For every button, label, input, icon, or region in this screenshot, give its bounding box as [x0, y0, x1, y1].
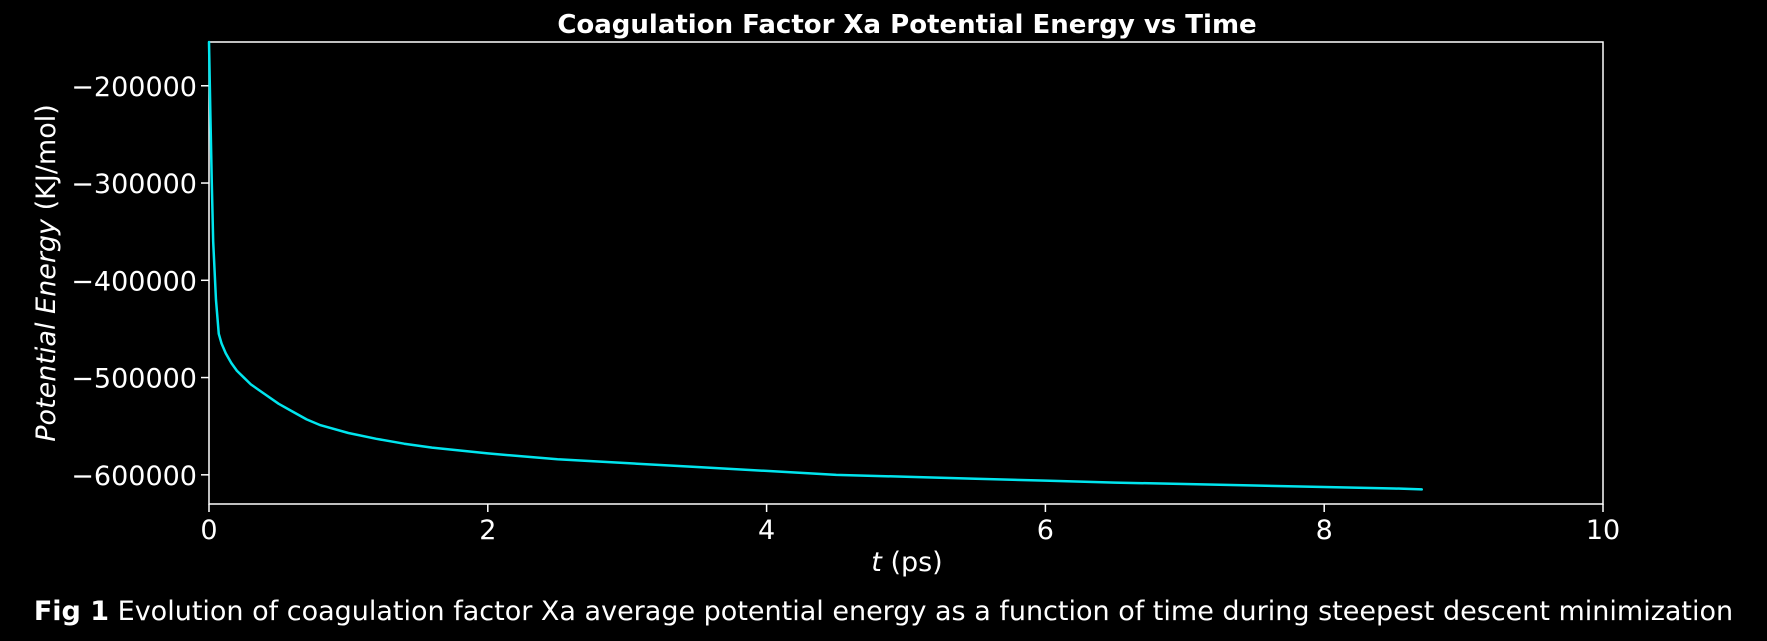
x-tick-label: 6 [1037, 515, 1054, 546]
figure-caption-text: Evolution of coagulation factor Xa avera… [109, 596, 1734, 627]
figure-caption: Fig 1 Evolution of coagulation factor Xa… [0, 592, 1767, 632]
y-axis-label: Potential Energy (KJ/mol) [31, 104, 62, 442]
x-axis-ticks: 0 2 4 6 8 10 [200, 504, 1620, 546]
x-tick-label: 4 [758, 515, 775, 546]
y-tick-label: −600000 [71, 461, 197, 492]
y-tick-label: −500000 [71, 364, 197, 395]
y-axis-label-variable: Potential Energy [31, 218, 62, 442]
x-axis-label: t (ps) [871, 547, 942, 578]
x-tick-label: 0 [200, 515, 217, 546]
x-tick-label: 2 [479, 515, 496, 546]
y-tick-label: −400000 [71, 266, 197, 297]
figure-caption-label: Fig 1 [33, 596, 110, 627]
x-axis-label-variable: t [871, 547, 883, 578]
chart-title: Coagulation Factor Xa Potential Energy v… [557, 10, 1256, 40]
x-tick-label: 8 [1316, 515, 1333, 546]
x-axis-label-unit: (ps) [882, 547, 943, 578]
x-tick-label: 10 [1586, 515, 1620, 546]
y-axis-ticks: −200000 −300000 −400000 −500000 −600000 [71, 72, 209, 492]
series-line [207, 40, 1424, 491]
y-tick-label: −300000 [71, 169, 197, 200]
y-axis-label-unit: (KJ/mol) [31, 104, 62, 219]
y-tick-label: −200000 [71, 72, 197, 103]
plot-area-frame [208, 41, 1604, 505]
potential-energy-chart: Coagulation Factor Xa Potential Energy v… [31, 10, 1620, 578]
